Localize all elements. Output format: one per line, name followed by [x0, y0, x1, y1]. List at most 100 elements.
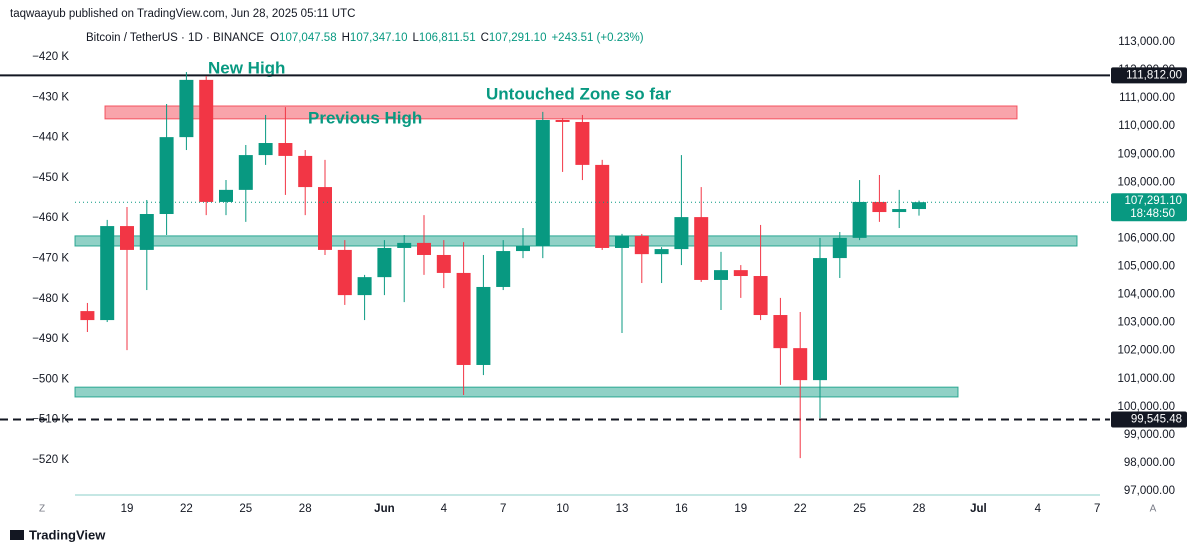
- y2-tick-label: −460 K: [32, 212, 69, 224]
- y-tick-label: 100,000.00: [1117, 401, 1175, 413]
- level-label: 111,812.00: [1126, 69, 1182, 81]
- y-tick-label: 105,000.00: [1117, 261, 1175, 273]
- x-tick-label: Jul: [970, 503, 987, 515]
- y2-tick-label: −470 K: [32, 253, 69, 265]
- scale-button[interactable]: A: [1150, 504, 1157, 515]
- candle-body: [219, 189, 233, 202]
- candle-body: [793, 348, 808, 381]
- candle-body: [80, 311, 95, 321]
- byline: taqwaayub published on TradingView.com, …: [10, 8, 355, 20]
- ohlc-value: 106,811.51: [419, 32, 476, 44]
- candle-body: [397, 242, 412, 248]
- brand: TradingView: [29, 527, 106, 542]
- candle-body: [694, 217, 709, 280]
- x-tick-label: 22: [794, 503, 807, 515]
- zones: [74, 105, 1078, 398]
- x-tick-label: 25: [239, 503, 252, 515]
- y-tick-label: 108,000.00: [1117, 176, 1175, 188]
- y2-tick-label: −440 K: [32, 132, 69, 144]
- candle-body: [496, 251, 511, 287]
- y-tick-label: 97,000.00: [1124, 485, 1175, 497]
- candle-body: [238, 155, 253, 190]
- x-tick-label: 4: [1035, 503, 1042, 515]
- y-tick-label: 101,000.00: [1117, 373, 1175, 385]
- y2-tick-label: −420 K: [32, 51, 69, 63]
- candle-body: [377, 247, 392, 278]
- candle-body: [456, 272, 471, 365]
- x-tick-label: 19: [734, 503, 747, 515]
- x-tick-label: 22: [180, 503, 193, 515]
- last-price-label: 107,291.10: [1124, 195, 1182, 207]
- candle-body: [159, 137, 174, 215]
- symbol: Bitcoin / TetherUS · 1D · BINANCE: [86, 32, 264, 44]
- y-tick-label: 113,000.00: [1118, 36, 1175, 48]
- y-tick-label: 103,000.00: [1117, 317, 1175, 329]
- candle-body: [278, 143, 293, 156]
- y-tick-label: 98,000.00: [1124, 457, 1175, 469]
- last-price-tag: [1111, 193, 1187, 222]
- y-tick-label: 110,000.00: [1118, 120, 1175, 132]
- candle-body: [139, 214, 154, 250]
- ohlc-key: O: [270, 32, 279, 44]
- candle-body: [832, 237, 847, 259]
- scale-button[interactable]: Z: [39, 504, 45, 515]
- candle-body: [674, 217, 689, 250]
- candle-body: [773, 315, 788, 349]
- ohlc-key: L: [412, 32, 419, 44]
- candle-body: [733, 270, 748, 277]
- candle-body: [852, 201, 867, 238]
- level-tag: [1111, 67, 1187, 84]
- candle-body: [436, 254, 451, 273]
- y2-tick-label: −500 K: [32, 373, 69, 385]
- y-tick-label: 111,000.00: [1119, 92, 1175, 104]
- candle-body: [654, 249, 669, 255]
- y-tick-label: 102,000.00: [1117, 345, 1175, 357]
- x-tick-label: 4: [441, 503, 448, 515]
- x-tick-label: 7: [500, 503, 506, 515]
- zone: [74, 386, 959, 398]
- y-tick-label: 106,000.00: [1117, 232, 1175, 244]
- candle-body: [595, 164, 610, 248]
- y2-tick-label: −450 K: [32, 172, 69, 184]
- candle-body: [753, 276, 768, 316]
- y-tick-label: 99,000.00: [1124, 429, 1175, 441]
- candle-body: [555, 120, 570, 122]
- ohlc-key: C: [481, 32, 489, 44]
- candle-body: [258, 143, 273, 156]
- ohlc-value: 107,347.10: [350, 32, 408, 44]
- annotation: Untouched Zone so far: [486, 84, 672, 103]
- x-tick-label: 13: [616, 503, 629, 515]
- change: +243.51 (+0.23%): [551, 32, 643, 44]
- ohlc-value: 107,291.10: [489, 32, 547, 44]
- x-tick-label: 25: [853, 503, 866, 515]
- y2-tick-label: −490 K: [32, 333, 69, 345]
- ohlc-key: H: [342, 32, 350, 44]
- candle-body: [872, 201, 887, 213]
- brand-logo: [10, 530, 24, 540]
- candle-body: [535, 120, 550, 246]
- candle-body: [199, 79, 214, 202]
- candle-body: [516, 245, 530, 252]
- x-tick-label: 10: [556, 503, 569, 515]
- y2-tick-label: −430 K: [32, 91, 69, 103]
- zone: [74, 235, 1078, 247]
- candle-body: [318, 187, 332, 250]
- candle-body: [912, 202, 926, 210]
- x-tick-label: 19: [121, 503, 134, 515]
- y-tick-label: 104,000.00: [1117, 289, 1175, 301]
- candle-body: [298, 155, 313, 188]
- level-tag: [1111, 411, 1187, 428]
- annotation: Previous High: [308, 108, 422, 127]
- candle-body: [575, 121, 590, 165]
- candle-body: [337, 249, 352, 296]
- candle-body: [100, 226, 115, 321]
- x-tick-label: 16: [675, 503, 688, 515]
- candle-body: [634, 235, 649, 255]
- x-tick-label: 28: [299, 503, 312, 515]
- candle-body: [120, 226, 134, 250]
- zone: [104, 105, 1018, 120]
- candle-body: [615, 235, 629, 248]
- candle-body: [813, 258, 827, 381]
- level-label: 99,545.48: [1131, 414, 1182, 426]
